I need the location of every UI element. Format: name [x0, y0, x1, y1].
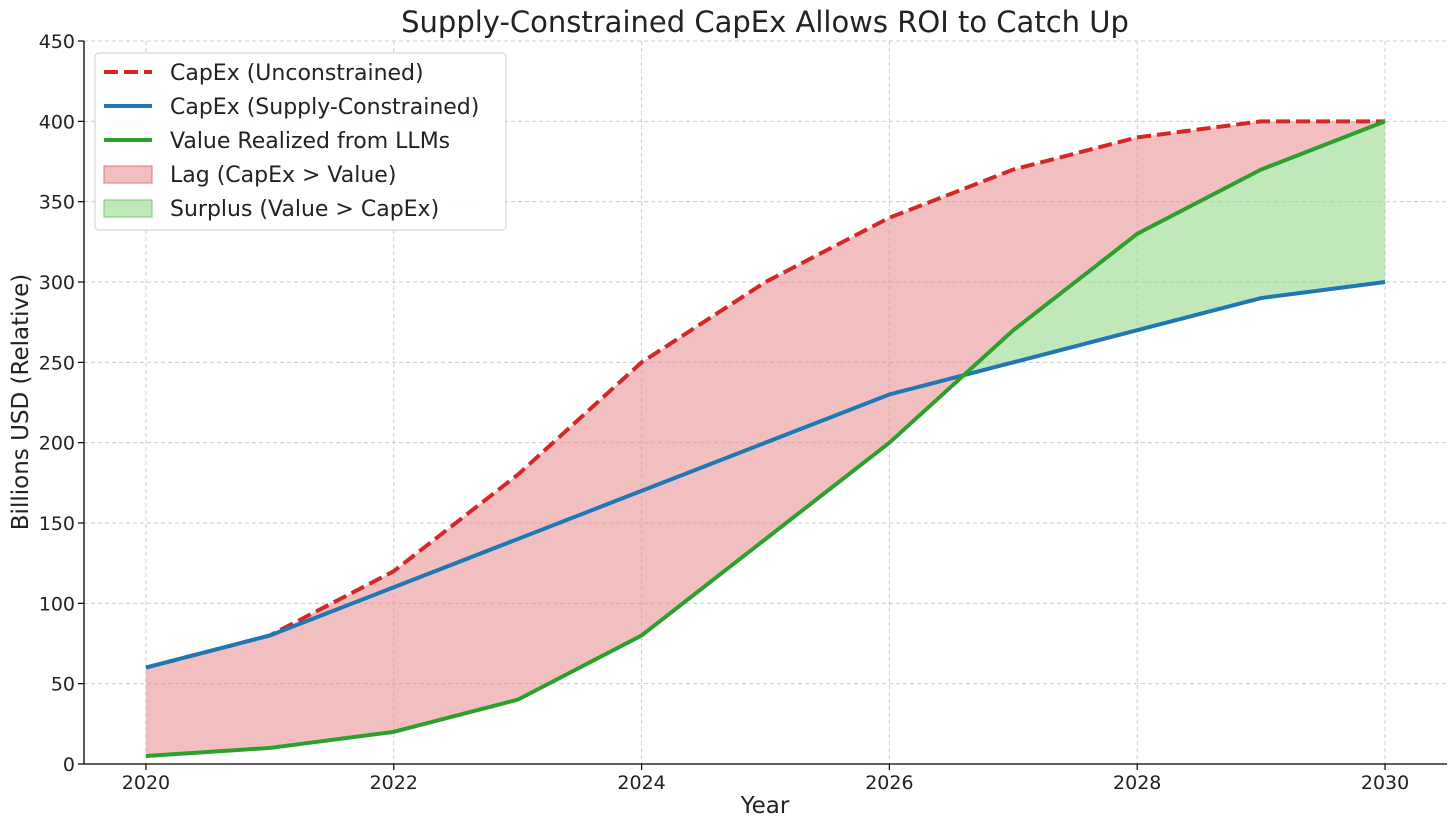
y-tick-label: 200: [39, 433, 75, 455]
y-tick-label: 0: [63, 754, 75, 776]
surplus-area: [963, 121, 1386, 376]
x-tick-label: 2022: [370, 772, 418, 794]
series-lines: [145, 119, 1386, 758]
legend-swatch-lag: [103, 165, 153, 184]
x-ticks: 2020 2022 2024 2026 2028 2030: [122, 764, 1409, 794]
legend-label-lag: Lag (CapEx > Value): [170, 163, 396, 188]
y-tick-label: 400: [39, 111, 75, 133]
x-tick-label: 2028: [1113, 772, 1161, 794]
y-tick-label: 350: [39, 192, 75, 214]
x-axis-label: Year: [740, 793, 790, 819]
value-realized-line: [145, 119, 1386, 758]
y-tick-label: 450: [39, 31, 75, 53]
legend: CapEx (Unconstrained) CapEx (Supply-Cons…: [94, 52, 507, 231]
x-tick-label: 2024: [617, 772, 665, 794]
x-tick-label: 2020: [122, 772, 170, 794]
y-tick-label: 150: [39, 513, 75, 535]
legend-label-surplus: Surplus (Value > CapEx): [170, 197, 439, 222]
y-tick-label: 250: [39, 352, 75, 374]
legend-label-capex-unconstrained: CapEx (Unconstrained): [170, 61, 424, 86]
x-tick-label: 2026: [865, 772, 913, 794]
legend-swatch-surplus: [103, 199, 153, 218]
y-axis-label: Billions USD (Relative): [8, 274, 34, 530]
legend-label-value-realized: Value Realized from LLMs: [170, 129, 450, 154]
y-ticks: 0 50 100 150 200 250 300 350 400 450: [39, 31, 84, 776]
capex-unconstrained-line: [145, 119, 1386, 670]
x-tick-label: 2030: [1361, 772, 1409, 794]
y-tick-label: 300: [39, 272, 75, 294]
chart-title: Supply-Constrained CapEx Allows ROI to C…: [401, 5, 1129, 39]
capex-supply-constrained-line: [145, 280, 1386, 670]
y-tick-label: 100: [39, 593, 75, 615]
legend-box: [94, 52, 507, 231]
legend-label-capex-supply-constrained: CapEx (Supply-Constrained): [170, 95, 479, 120]
y-tick-label: 50: [51, 674, 75, 696]
axes: [83, 41, 1447, 765]
